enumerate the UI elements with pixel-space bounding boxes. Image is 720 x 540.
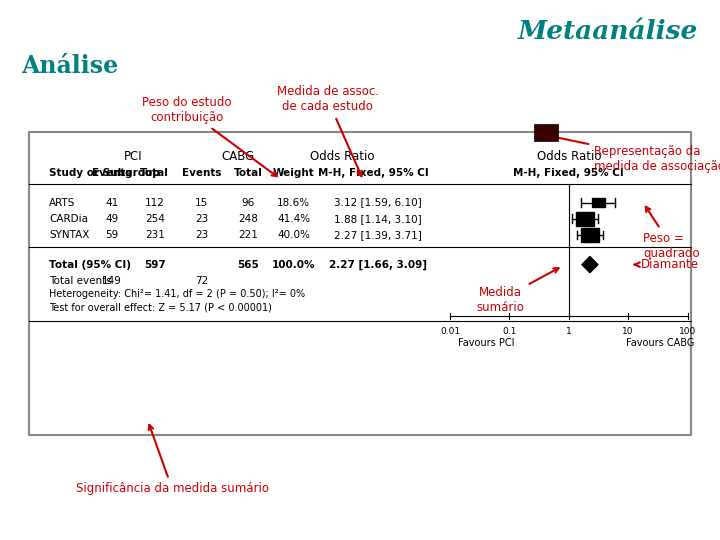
Text: Weight: Weight (273, 168, 315, 178)
Text: SYNTAX: SYNTAX (49, 230, 89, 240)
Text: 2.27 [1.66, 3.09]: 2.27 [1.66, 3.09] (329, 259, 427, 270)
Text: 72: 72 (195, 276, 208, 286)
Text: Favours CABG: Favours CABG (626, 338, 695, 348)
Text: PCI: PCI (124, 150, 143, 163)
Bar (592, 198, 605, 207)
Text: 23: 23 (195, 230, 208, 240)
Text: 3.12 [1.59, 6.10]: 3.12 [1.59, 6.10] (334, 198, 422, 207)
Text: 96: 96 (242, 198, 255, 207)
Text: Heterogeneity: Chi²= 1.41, df = 2 (P = 0.50); I²= 0%: Heterogeneity: Chi²= 1.41, df = 2 (P = 0… (49, 289, 305, 299)
Bar (534, 124, 558, 141)
Text: Diamante: Diamante (634, 258, 699, 271)
Text: 18.6%: 18.6% (277, 198, 310, 207)
Text: Peso do estudo
contribuição: Peso do estudo contribuição (143, 96, 276, 176)
Text: 23: 23 (195, 214, 208, 224)
Text: 565: 565 (238, 260, 259, 269)
Bar (576, 212, 595, 226)
Text: 254: 254 (145, 214, 165, 224)
Text: 0.01: 0.01 (440, 327, 460, 336)
Polygon shape (582, 256, 598, 273)
Text: Representação da
medida de associação: Representação da medida de associação (550, 134, 720, 173)
Text: Peso =
quadrado: Peso = quadrado (643, 207, 700, 260)
Text: 0.1: 0.1 (503, 327, 516, 336)
Text: Study or Subgroup: Study or Subgroup (49, 168, 160, 178)
Text: 41.4%: 41.4% (277, 214, 310, 224)
Text: 40.0%: 40.0% (277, 230, 310, 240)
Bar (29, 132, 691, 435)
Bar (581, 228, 599, 241)
Text: Favours PCI: Favours PCI (457, 338, 514, 348)
Text: Total: Total (140, 168, 169, 178)
Text: 15: 15 (195, 198, 208, 207)
Text: 248: 248 (238, 214, 258, 224)
Text: 221: 221 (238, 230, 258, 240)
Text: 100.0%: 100.0% (272, 260, 315, 269)
Text: Medida
sumário: Medida sumário (477, 268, 559, 314)
Text: Total: Total (234, 168, 263, 178)
Text: CABG: CABG (221, 150, 254, 163)
Text: Events: Events (182, 168, 221, 178)
Text: 59: 59 (105, 230, 118, 240)
Text: 1.88 [1.14, 3.10]: 1.88 [1.14, 3.10] (334, 214, 422, 224)
Text: M-H, Fixed, 95% CI: M-H, Fixed, 95% CI (513, 168, 624, 178)
Text: 597: 597 (144, 260, 166, 269)
Text: 231: 231 (145, 230, 165, 240)
Text: Significância da medida sumário: Significância da medida sumário (76, 425, 269, 495)
Text: Odds Ratio: Odds Ratio (536, 150, 601, 163)
Text: M-H, Fixed, 95% CI: M-H, Fixed, 95% CI (318, 168, 428, 178)
Text: ARTS: ARTS (49, 198, 76, 207)
Text: Odds Ratio: Odds Ratio (310, 150, 374, 163)
Text: 149: 149 (102, 276, 122, 286)
Text: Medida de assoc.
de cada estudo: Medida de assoc. de cada estudo (276, 85, 379, 176)
Text: Events: Events (92, 168, 131, 178)
Text: 10: 10 (623, 327, 634, 336)
Text: Total (95% CI): Total (95% CI) (49, 260, 131, 269)
Text: 112: 112 (145, 198, 165, 207)
Text: 1: 1 (566, 327, 572, 336)
Text: 100: 100 (679, 327, 696, 336)
Text: 41: 41 (105, 198, 118, 207)
Text: Total events: Total events (49, 276, 112, 286)
Text: CARDia: CARDia (49, 214, 88, 224)
Text: Análise: Análise (22, 54, 119, 78)
Text: 2.27 [1.39, 3.71]: 2.27 [1.39, 3.71] (334, 230, 422, 240)
Text: Metaanálise: Metaanálise (518, 19, 698, 44)
Text: Test for overall effect: Z = 5.17 (P < 0.00001): Test for overall effect: Z = 5.17 (P < 0… (49, 303, 272, 313)
Text: 49: 49 (105, 214, 118, 224)
